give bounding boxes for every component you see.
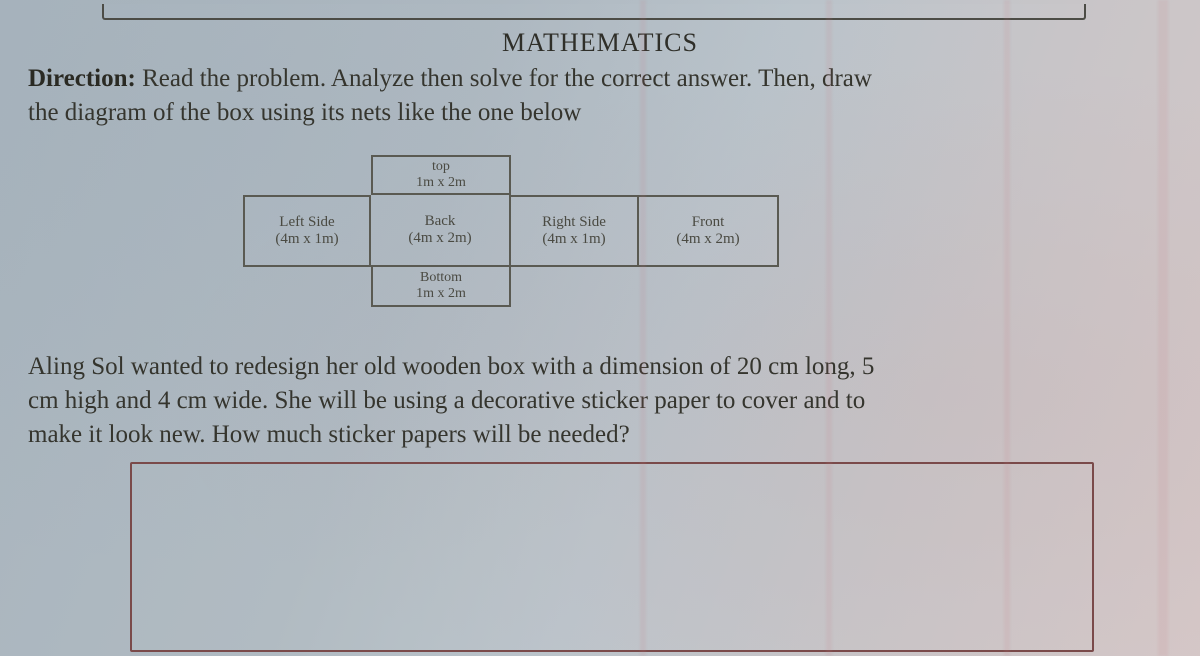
- directions-text: Direction: Read the problem. Analyze the…: [28, 62, 1170, 130]
- top-box-rule: [102, 4, 1086, 20]
- net-left-dim: (4m x 1m): [275, 231, 338, 248]
- problem-line2: cm high and 4 cm wide. She will be using…: [28, 387, 865, 414]
- net-top-face: top 1m x 2m: [371, 155, 511, 195]
- directions-line2: the diagram of the box using its nets li…: [28, 99, 581, 126]
- net-top-label: top: [432, 159, 450, 175]
- page-title: MATHEMATICS: [0, 28, 1200, 58]
- net-front-face: Front (4m x 2m): [639, 195, 779, 267]
- photo-streak: [826, 0, 832, 656]
- problem-line3: make it look new. How much sticker paper…: [28, 421, 630, 448]
- problem-line1: Aling Sol wanted to redesign her old woo…: [28, 353, 874, 380]
- net-right-label: Right Side: [542, 214, 606, 231]
- net-left-label: Left Side: [279, 214, 334, 231]
- net-bottom-dim: 1m x 2m: [416, 286, 466, 302]
- answer-box: [130, 462, 1094, 652]
- box-net-diagram: top 1m x 2m Left Side (4m x 1m) Back (4m…: [243, 155, 779, 307]
- net-top-dim: 1m x 2m: [416, 175, 466, 191]
- directions-lead: Direction:: [28, 65, 136, 92]
- net-back-dim: (4m x 2m): [408, 230, 471, 247]
- directions-line1: Read the problem. Analyze then solve for…: [136, 65, 872, 92]
- net-front-label: Front: [692, 214, 725, 231]
- net-back-face: Back (4m x 2m): [371, 195, 511, 267]
- net-right-face: Right Side (4m x 1m): [511, 195, 639, 267]
- net-bottom-label: Bottom: [420, 270, 462, 286]
- net-back-label: Back: [425, 213, 456, 230]
- photo-streak: [640, 0, 646, 656]
- photo-streak: [1158, 0, 1168, 656]
- net-bottom-face: Bottom 1m x 2m: [371, 267, 511, 307]
- net-left-face: Left Side (4m x 1m): [243, 195, 371, 267]
- photo-streak: [1004, 0, 1010, 656]
- net-right-dim: (4m x 1m): [542, 231, 605, 248]
- net-front-dim: (4m x 2m): [676, 231, 739, 248]
